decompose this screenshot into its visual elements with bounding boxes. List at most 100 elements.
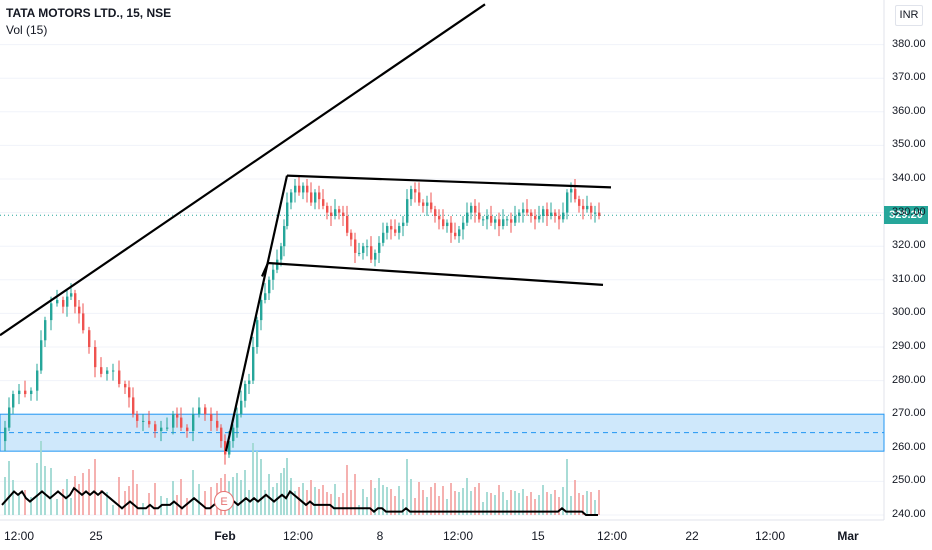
candle-body bbox=[74, 293, 77, 307]
candle-body bbox=[358, 252, 361, 254]
candle-body bbox=[112, 370, 115, 372]
volume-bar bbox=[398, 486, 400, 515]
candle-body bbox=[506, 219, 509, 221]
time-tick-label: 8 bbox=[376, 529, 384, 543]
volume-bar bbox=[594, 500, 596, 515]
candle-body bbox=[220, 427, 223, 442]
candle-body bbox=[224, 441, 227, 455]
candle-body bbox=[450, 222, 453, 233]
candle-body bbox=[142, 420, 145, 422]
volume-bar bbox=[306, 490, 308, 515]
volume-bar bbox=[430, 487, 432, 515]
candle-body bbox=[66, 296, 69, 307]
price-tick-label: 360.00 bbox=[892, 104, 926, 117]
volume-indicator-label[interactable]: Vol (15) bbox=[6, 23, 48, 37]
volume-bar bbox=[88, 469, 90, 515]
volume-bar bbox=[180, 479, 182, 515]
candle-body bbox=[406, 199, 409, 223]
candle-body bbox=[62, 299, 65, 307]
price-tick-label: 370.00 bbox=[892, 71, 926, 84]
candle-body bbox=[598, 212, 601, 216]
candle-body bbox=[8, 407, 11, 428]
price-tick-label: 280.00 bbox=[892, 373, 926, 386]
volume-bar bbox=[136, 484, 138, 515]
candle-body bbox=[426, 202, 429, 206]
volume-bar bbox=[510, 490, 512, 515]
volume-bar bbox=[518, 493, 520, 515]
volume-bar bbox=[78, 484, 80, 515]
candle-body bbox=[176, 414, 179, 418]
candle-body bbox=[70, 293, 73, 297]
volume-bar bbox=[310, 480, 312, 515]
time-tick-label: 12:00 bbox=[596, 529, 628, 543]
candle-body bbox=[166, 427, 169, 429]
volume-bar bbox=[322, 485, 324, 515]
candle-body bbox=[36, 370, 39, 391]
price-tick-label: 300.00 bbox=[892, 306, 926, 319]
volume-bar bbox=[318, 489, 320, 515]
candle-body bbox=[228, 441, 231, 455]
candle-body bbox=[570, 189, 573, 193]
flag-pole-line-1 bbox=[224, 175, 289, 452]
candle-body bbox=[338, 209, 341, 213]
candle-body bbox=[402, 222, 405, 227]
volume-bar bbox=[100, 490, 102, 515]
candle-body bbox=[446, 222, 449, 227]
volume-bar bbox=[236, 473, 238, 515]
candle-body bbox=[18, 390, 21, 395]
volume-bar bbox=[252, 443, 254, 515]
candle-body bbox=[180, 417, 183, 428]
volume-bar bbox=[172, 481, 174, 515]
volume-bar bbox=[286, 458, 288, 515]
time-tick-label: 12:00 bbox=[282, 529, 314, 543]
price-tick-label: 240.00 bbox=[892, 508, 926, 520]
time-tick-label: 25 bbox=[89, 529, 103, 543]
volume-bar bbox=[598, 490, 600, 515]
volume-bar bbox=[350, 490, 352, 515]
candle-body bbox=[590, 205, 593, 213]
candle-body bbox=[490, 215, 493, 223]
candle-body bbox=[594, 212, 597, 214]
symbol-title[interactable]: TATA MOTORS LTD., 15, NSE bbox=[6, 6, 172, 20]
volume-bar bbox=[186, 498, 188, 515]
candle-body bbox=[318, 192, 321, 200]
volume-bar bbox=[12, 480, 14, 515]
volume-bar bbox=[486, 492, 488, 515]
volume-bar bbox=[470, 491, 472, 515]
volume-bar bbox=[590, 492, 592, 515]
candle-body bbox=[12, 394, 15, 408]
time-tick-label: 12:00 bbox=[3, 529, 35, 543]
earnings-event-badge[interactable]: E bbox=[214, 491, 234, 511]
candle-body bbox=[314, 192, 317, 203]
candle-body bbox=[494, 219, 497, 223]
volume-bar bbox=[478, 483, 480, 515]
candle-body bbox=[430, 202, 433, 210]
volume-bar bbox=[562, 487, 564, 515]
volume-bar bbox=[264, 490, 266, 515]
volume-bar bbox=[166, 498, 168, 515]
volume-bar bbox=[106, 492, 108, 515]
volume-bar bbox=[148, 493, 150, 515]
volume-bar bbox=[474, 487, 476, 515]
volume-bar bbox=[386, 487, 388, 515]
volume-bar bbox=[132, 470, 134, 515]
candle-body bbox=[186, 427, 189, 431]
candle-body bbox=[370, 246, 373, 260]
volume-bar bbox=[418, 482, 420, 515]
currency-button[interactable]: INR bbox=[895, 5, 923, 26]
volume-bar bbox=[378, 478, 380, 515]
candle-body bbox=[510, 219, 513, 223]
volume-bar bbox=[260, 459, 262, 515]
volume-bar bbox=[566, 459, 568, 515]
candle-body bbox=[24, 390, 27, 395]
candle-body bbox=[542, 209, 545, 216]
volume-bar bbox=[210, 487, 212, 515]
volume-bar bbox=[466, 478, 468, 515]
candle-body bbox=[160, 427, 163, 431]
time-tick-label: 12:00 bbox=[754, 529, 786, 543]
candle-body bbox=[268, 279, 271, 294]
candle-body bbox=[106, 370, 109, 374]
volume-bar bbox=[342, 493, 344, 515]
